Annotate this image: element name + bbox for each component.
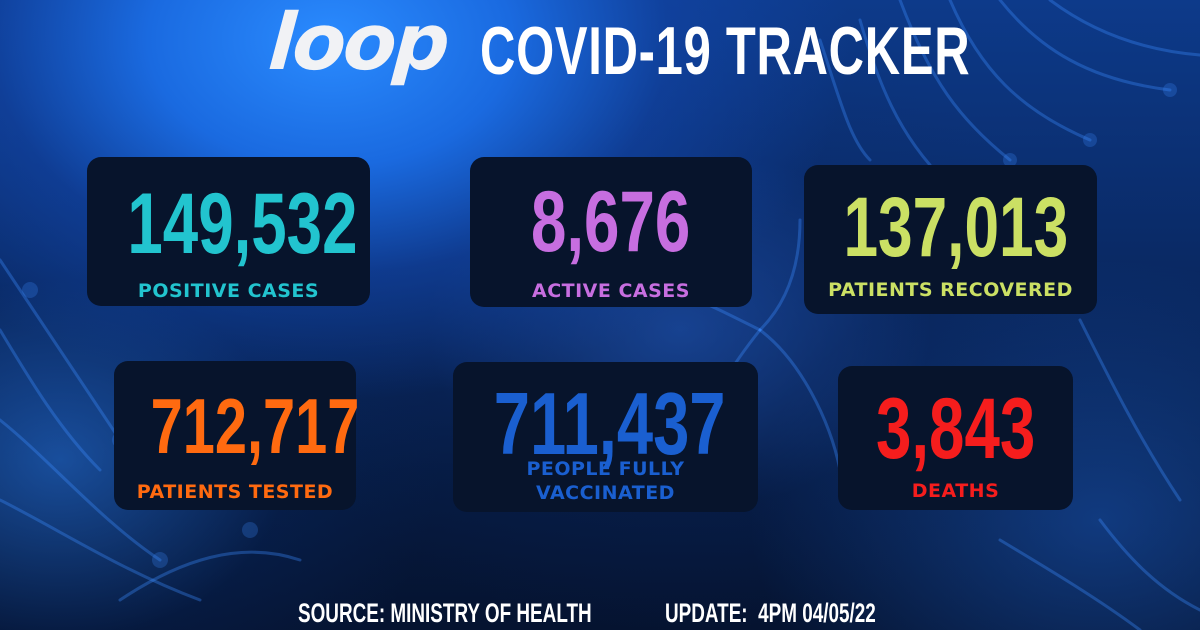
stat-label: DEATHS xyxy=(911,480,1000,502)
stat-value: 137,013 xyxy=(843,180,1069,274)
stat-value: 149,532 xyxy=(127,176,358,272)
stat-value: 3,843 xyxy=(875,381,1036,477)
header: loop COVID-19 TRACKER xyxy=(265,0,970,96)
stat-card-patients-tested: 712,717 PATIENTS TESTED xyxy=(114,361,360,510)
stat-card-deaths: 3,843 DEATHS xyxy=(838,366,1073,510)
stat-card-positive-cases: 149,532 POSITIVE CASES xyxy=(87,157,370,306)
stat-label-line1: PEOPLE FULLY xyxy=(526,458,685,480)
stat-card-active-cases: 8,676 ACTIVE CASES xyxy=(470,157,752,307)
loop-logo: loop xyxy=(265,0,450,88)
page-title: COVID-19 TRACKER xyxy=(480,13,971,89)
stat-label: POSITIVE CASES xyxy=(137,280,320,302)
stat-label: ACTIVE CASES xyxy=(532,280,690,302)
source-text: SOURCE: MINISTRY OF HEALTH xyxy=(298,598,592,628)
update-text: UPDATE: 4PM 04/05/22 xyxy=(665,598,876,628)
stat-card-patients-recovered: 137,013 PATIENTS RECOVERED xyxy=(804,165,1097,314)
stat-card-people-fully-vaccinated: 711,437 PEOPLE FULLY VACCINATED xyxy=(453,362,758,512)
stat-value: 8,676 xyxy=(531,174,691,270)
stat-label: PATIENTS RECOVERED xyxy=(828,279,1073,301)
stat-value: 712,717 xyxy=(150,382,360,470)
stat-value: 711,437 xyxy=(493,374,726,473)
stat-label: PATIENTS TESTED xyxy=(136,481,334,503)
stat-label-line2: VACCINATED xyxy=(536,482,675,504)
